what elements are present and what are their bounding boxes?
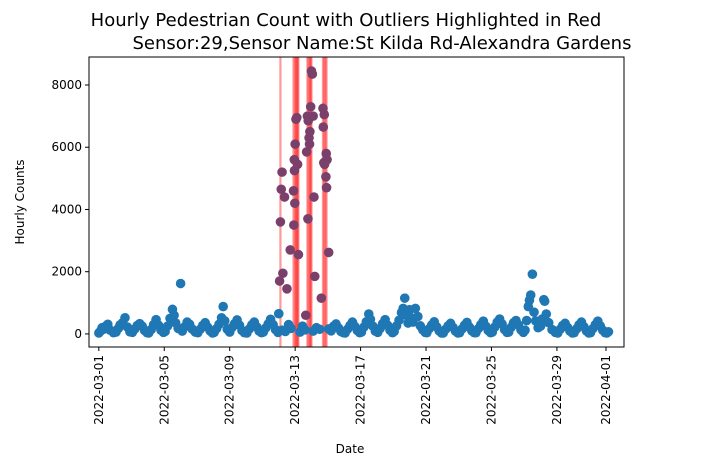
y-tick-label: 8000 [51, 78, 82, 92]
x-tick-label: 2022-03-13 [288, 355, 302, 425]
outlier-data-point [290, 198, 300, 209]
x-axis: 2022-03-01 2022-03-05 2022-03-09 2022-03-13… [92, 347, 613, 425]
x-tick-label: 2022-03-05 [157, 355, 171, 425]
data-point [286, 323, 296, 334]
outlier-data-point [282, 284, 292, 294]
outlier-data-point [305, 101, 316, 112]
outlier-data-point [285, 245, 296, 255]
outlier-data-point [318, 122, 329, 132]
x-tick-label: 2022-03-17 [354, 355, 368, 425]
data-point [525, 290, 536, 300]
data-point [169, 310, 179, 321]
data-point [520, 325, 530, 335]
outlier-data-point [288, 185, 299, 196]
x-tick-label: 2022-03-09 [223, 355, 237, 425]
outlier-data-point [277, 167, 287, 177]
y-tick-label: 6000 [51, 140, 82, 154]
outlier-data-point [319, 109, 330, 120]
outlier-data-point [304, 139, 315, 149]
y-tick-label: 0 [74, 327, 82, 341]
data-point [273, 308, 284, 319]
y-axis-label: Hourly Counts [13, 159, 27, 244]
x-tick-label: 2022-04-01 [599, 355, 613, 425]
y-axis: 0 2000 4000 6000 8000 [51, 78, 89, 341]
outlier-data-point [278, 268, 288, 279]
data-point [413, 311, 423, 322]
outlier-data-point [276, 184, 287, 195]
data-point [539, 296, 550, 307]
y-tick-label: 2000 [51, 265, 82, 279]
outlier-data-point [308, 111, 318, 121]
x-tick-label: 2022-03-25 [484, 355, 498, 425]
x-tick-label: 2022-03-01 [92, 355, 106, 425]
data-point [399, 293, 410, 303]
outlier-data-point [303, 214, 313, 224]
outlier-data-point [291, 112, 302, 123]
data-point [300, 325, 310, 335]
normal-points-group [94, 269, 614, 338]
x-tick-label: 2022-03-29 [550, 355, 564, 425]
plot-frame [88, 56, 625, 348]
outlier-data-point [301, 147, 312, 157]
outlier-data-point [289, 220, 299, 230]
x-axis-label: Date [336, 442, 365, 456]
outlier-points-group [274, 66, 334, 321]
data-point [603, 326, 614, 337]
outlier-data-point [309, 271, 320, 282]
outlier-data-point [321, 182, 332, 193]
outlier-data-point [300, 310, 311, 321]
data-point [120, 312, 130, 323]
outlier-data-point [293, 249, 304, 260]
data-point [521, 315, 532, 326]
outlier-data-point [316, 293, 327, 303]
data-point [218, 301, 228, 312]
x-tick-label: 2022-03-21 [419, 355, 433, 425]
outlier-data-point [289, 165, 300, 176]
outlier-data-point [279, 192, 290, 202]
outlier-data-point [275, 217, 286, 227]
data-point [394, 315, 404, 326]
data-point [219, 316, 230, 326]
y-tick-label: 4000 [51, 202, 82, 216]
outlier-data-point [321, 171, 331, 182]
outlier-data-point [307, 69, 318, 79]
data-point [535, 321, 546, 331]
data-point [410, 303, 421, 314]
outlier-data-point [323, 247, 334, 258]
plot-area [94, 57, 614, 347]
outlier-data-point [274, 276, 285, 286]
outlier-data-point [309, 192, 319, 202]
outlier-data-point [305, 126, 315, 137]
data-point [162, 321, 173, 331]
chart-title-line1: Hourly Pedestrian Count with Outliers Hi… [91, 10, 602, 31]
outlier-data-point [290, 139, 300, 149]
data-point [529, 307, 539, 317]
outlier-data-point [318, 157, 329, 168]
chart-title-line2: Sensor:29,Sensor Name:St Kilda Rd-Alexan… [133, 33, 632, 54]
data-point [175, 278, 186, 289]
data-point [527, 269, 538, 279]
data-point [314, 324, 325, 335]
data-point [541, 309, 552, 319]
